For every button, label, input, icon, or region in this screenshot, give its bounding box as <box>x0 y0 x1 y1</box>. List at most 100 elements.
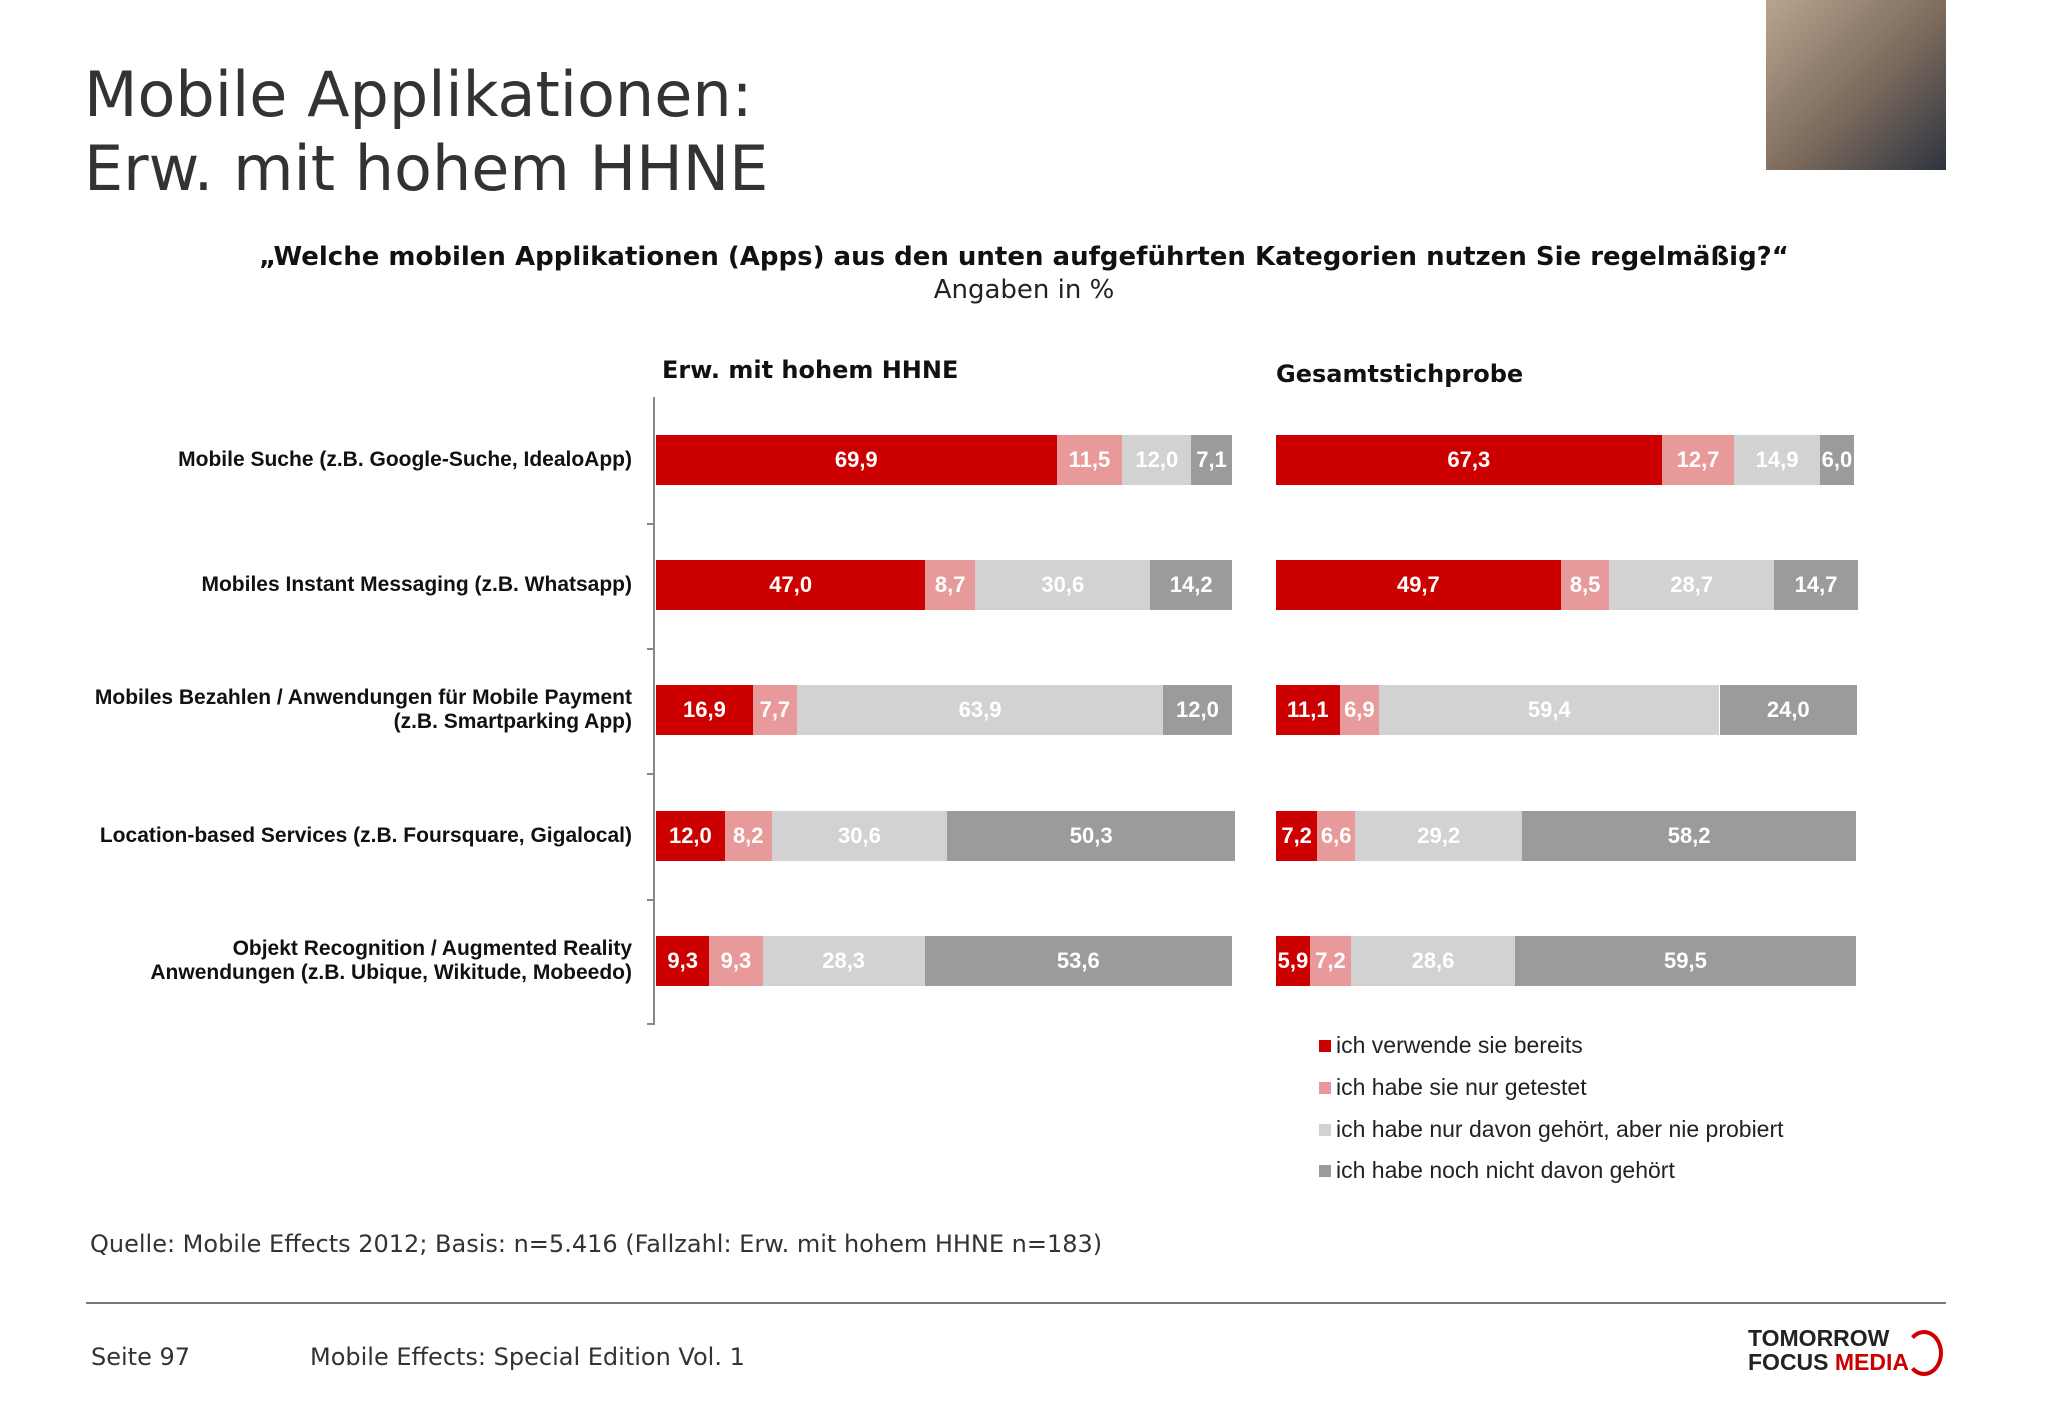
data-label: 11,1 <box>1286 697 1329 722</box>
logo-text: FOCUS <box>1748 1349 1829 1375</box>
category-label: Objekt Recognition / Augmented Reality A… <box>150 937 632 984</box>
data-label: 7,7 <box>759 697 791 722</box>
data-label: 28,3 <box>822 948 866 973</box>
legend-swatch <box>1319 1124 1331 1136</box>
legend-label: ich habe nur davon gehört, aber nie prob… <box>1336 1116 1784 1142</box>
question: „Welche mobilen Applikationen (Apps) aus… <box>259 242 1789 272</box>
bar-segment <box>1661 435 1735 485</box>
data-label: 6,9 <box>1344 697 1375 722</box>
data-label: 12,0 <box>1176 697 1219 722</box>
logo: TOMORROW FOCUS MEDIA <box>1748 1326 1909 1374</box>
publication: Mobile Effects: Special Edition Vol. 1 <box>310 1343 745 1371</box>
data-label: 12,0 <box>1135 447 1179 472</box>
bar-segment <box>1276 435 1662 485</box>
data-label: 30,6 <box>1041 572 1085 597</box>
data-label: 63,9 <box>958 697 1002 722</box>
bar-segment <box>709 936 763 986</box>
source: Quelle: Mobile Effects 2012; Basis: n=5.… <box>90 1230 1103 1258</box>
axis-tick <box>647 1023 655 1025</box>
axis-tick <box>647 522 655 525</box>
logo-text: MEDIA <box>1834 1349 1910 1375</box>
data-label: 47,0 <box>769 572 813 597</box>
bar-segment <box>1339 685 1380 735</box>
unit-note: Angaben in % <box>933 275 1115 305</box>
bar-segment <box>925 560 976 610</box>
bar-segment <box>656 811 725 861</box>
data-label: 9,3 <box>720 948 752 973</box>
bar-segment <box>796 685 1164 735</box>
bar-segment <box>1514 936 1856 986</box>
data-label: 7,1 <box>1196 447 1227 472</box>
bar-segment <box>752 685 797 735</box>
bar-segment <box>1317 811 1356 861</box>
data-label: 69,9 <box>834 447 878 472</box>
data-label: 7,2 <box>1281 823 1312 848</box>
data-label: 24,0 <box>1766 697 1810 722</box>
data-label: 7,2 <box>1315 948 1346 973</box>
bar-segment <box>656 936 710 986</box>
bar-segment <box>1276 560 1561 610</box>
bar-segment <box>1560 560 1610 610</box>
bar-segment <box>1522 811 1856 861</box>
bar-segment <box>771 811 948 861</box>
bar-segment <box>1609 560 1774 610</box>
bar-segment <box>1276 936 1310 986</box>
bar-segment <box>762 936 925 986</box>
data-label: 59,5 <box>1663 948 1707 973</box>
bar-segment <box>1163 685 1232 735</box>
data-label: 28,7 <box>1670 572 1714 597</box>
data-label: 6,0 <box>1821 447 1853 472</box>
legend-label: ich verwende sie bereits <box>1336 1032 1583 1058</box>
data-label: 9,3 <box>667 948 698 973</box>
bar-segment <box>656 435 1057 485</box>
bar-segment <box>656 685 753 735</box>
bar-segment <box>947 811 1236 861</box>
bar-segment <box>1819 435 1855 485</box>
data-label: 58,2 <box>1667 823 1711 848</box>
legend-label: ich habe noch nicht davon gehört <box>1336 1157 1675 1183</box>
logo-text: TOMORROW <box>1748 1325 1890 1351</box>
axis-tick <box>647 773 655 775</box>
data-label: 8,7 <box>934 572 966 597</box>
chart-title: Erw. mit hohem HHNE <box>662 356 959 384</box>
axis-tick <box>647 647 655 650</box>
logo-text: FOCUS MEDIA <box>1748 1350 1909 1374</box>
bar-segment <box>656 560 926 610</box>
bar-segment <box>1276 811 1318 861</box>
bar-segment <box>1122 435 1192 485</box>
photo <box>1766 0 1946 170</box>
bar-segment <box>1355 811 1523 861</box>
data-label: 8,2 <box>732 823 764 848</box>
slide-title: Mobile Applikationen: Erw. mit hohem HHN… <box>84 58 769 205</box>
logo-ring <box>1905 1330 1943 1376</box>
axis-tick <box>647 898 655 901</box>
data-label: 67,3 <box>1447 447 1491 472</box>
data-label: 12,0 <box>668 823 712 848</box>
data-label: 30,6 <box>837 823 881 848</box>
data-label: 53,6 <box>1056 948 1100 973</box>
data-label: 14,2 <box>1169 572 1213 597</box>
data-label: 11,5 <box>1068 447 1111 472</box>
bar-segment <box>1773 560 1859 610</box>
chart-title: Gesamtstichprobe <box>1276 360 1524 388</box>
category-label: Location-based Services (z.B. Foursquare… <box>99 824 632 847</box>
data-label: 14,7 <box>1794 572 1838 597</box>
data-label: 50,3 <box>1069 823 1113 848</box>
data-label: 28,6 <box>1411 948 1455 973</box>
data-label: 8,5 <box>1569 572 1601 597</box>
bar-segment <box>1719 685 1858 735</box>
bar-segment <box>1309 936 1352 986</box>
legend-swatch <box>1319 1082 1331 1094</box>
data-label: 59,4 <box>1527 697 1571 722</box>
legend-swatch <box>1319 1165 1331 1177</box>
bar-segment <box>1276 685 1340 735</box>
data-label: 14,9 <box>1755 447 1799 472</box>
bar-segment <box>1351 936 1515 986</box>
page-number: Seite 97 <box>91 1343 191 1371</box>
bar-segment <box>975 560 1151 610</box>
bar-segment <box>1379 685 1720 735</box>
bar-segment <box>924 936 1232 986</box>
bar-segment <box>1150 560 1232 610</box>
data-label: 5,9 <box>1277 948 1309 973</box>
